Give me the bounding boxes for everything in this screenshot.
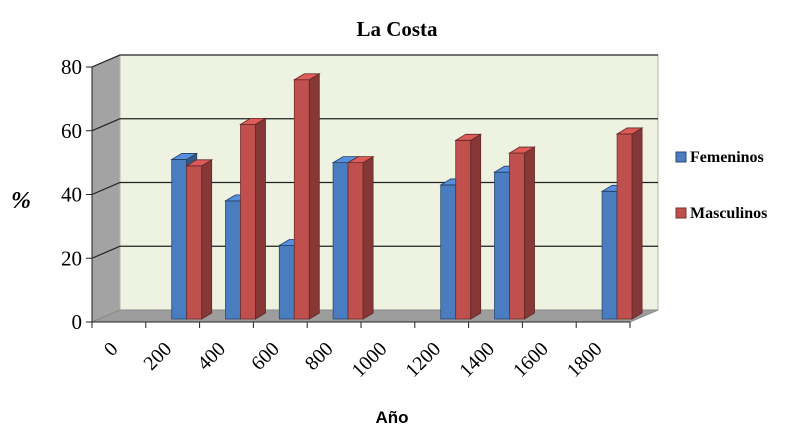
y-tick-label: 60 — [61, 119, 82, 143]
x-tick-label: 1600 — [509, 338, 553, 382]
bar-masculinos — [615, 127, 644, 320]
bar-masculinos — [292, 73, 321, 320]
y-axis-label: % — [11, 188, 31, 214]
bar-masculinos — [508, 146, 536, 320]
x-tick-label: 200 — [139, 338, 176, 375]
bar-masculinos — [185, 159, 214, 320]
x-axis-label: Año — [375, 408, 408, 427]
legend-label: Femeninos — [690, 149, 764, 166]
x-tick-label: 0 — [100, 338, 123, 361]
legend-swatch — [675, 151, 687, 163]
chart-title: La Costa — [356, 17, 438, 41]
x-tick-label: 800 — [301, 338, 338, 375]
y-axis-ticks: 0 20 40 60 80 — [61, 55, 630, 334]
bars — [170, 73, 644, 320]
bar-masculinos — [346, 155, 375, 320]
y-tick-label: 80 — [61, 55, 82, 79]
x-tick-label: 400 — [193, 338, 230, 375]
x-tick-label: 1800 — [563, 338, 607, 382]
y-tick-label: 40 — [61, 183, 82, 207]
bar-masculinos — [239, 117, 267, 320]
y-tick-label: 20 — [61, 246, 82, 270]
x-tick-label: 1200 — [401, 338, 445, 382]
gridline — [91, 118, 658, 132]
y-tick-label: 0 — [72, 310, 83, 334]
legend-swatch — [675, 207, 687, 219]
x-tick-label: 1400 — [455, 338, 499, 382]
x-tick-label: 600 — [247, 338, 284, 375]
gridlines — [91, 54, 658, 259]
legend-label: Masculinos — [690, 205, 767, 222]
bar-masculinos — [454, 133, 483, 320]
x-tick-label: 1000 — [348, 338, 392, 382]
gridline — [91, 54, 658, 68]
legend: Femeninos Masculinos — [675, 149, 767, 222]
x-axis-ticks: 0 200 400 600 800 1000 1200 1400 1600 1800 — [91, 322, 631, 382]
